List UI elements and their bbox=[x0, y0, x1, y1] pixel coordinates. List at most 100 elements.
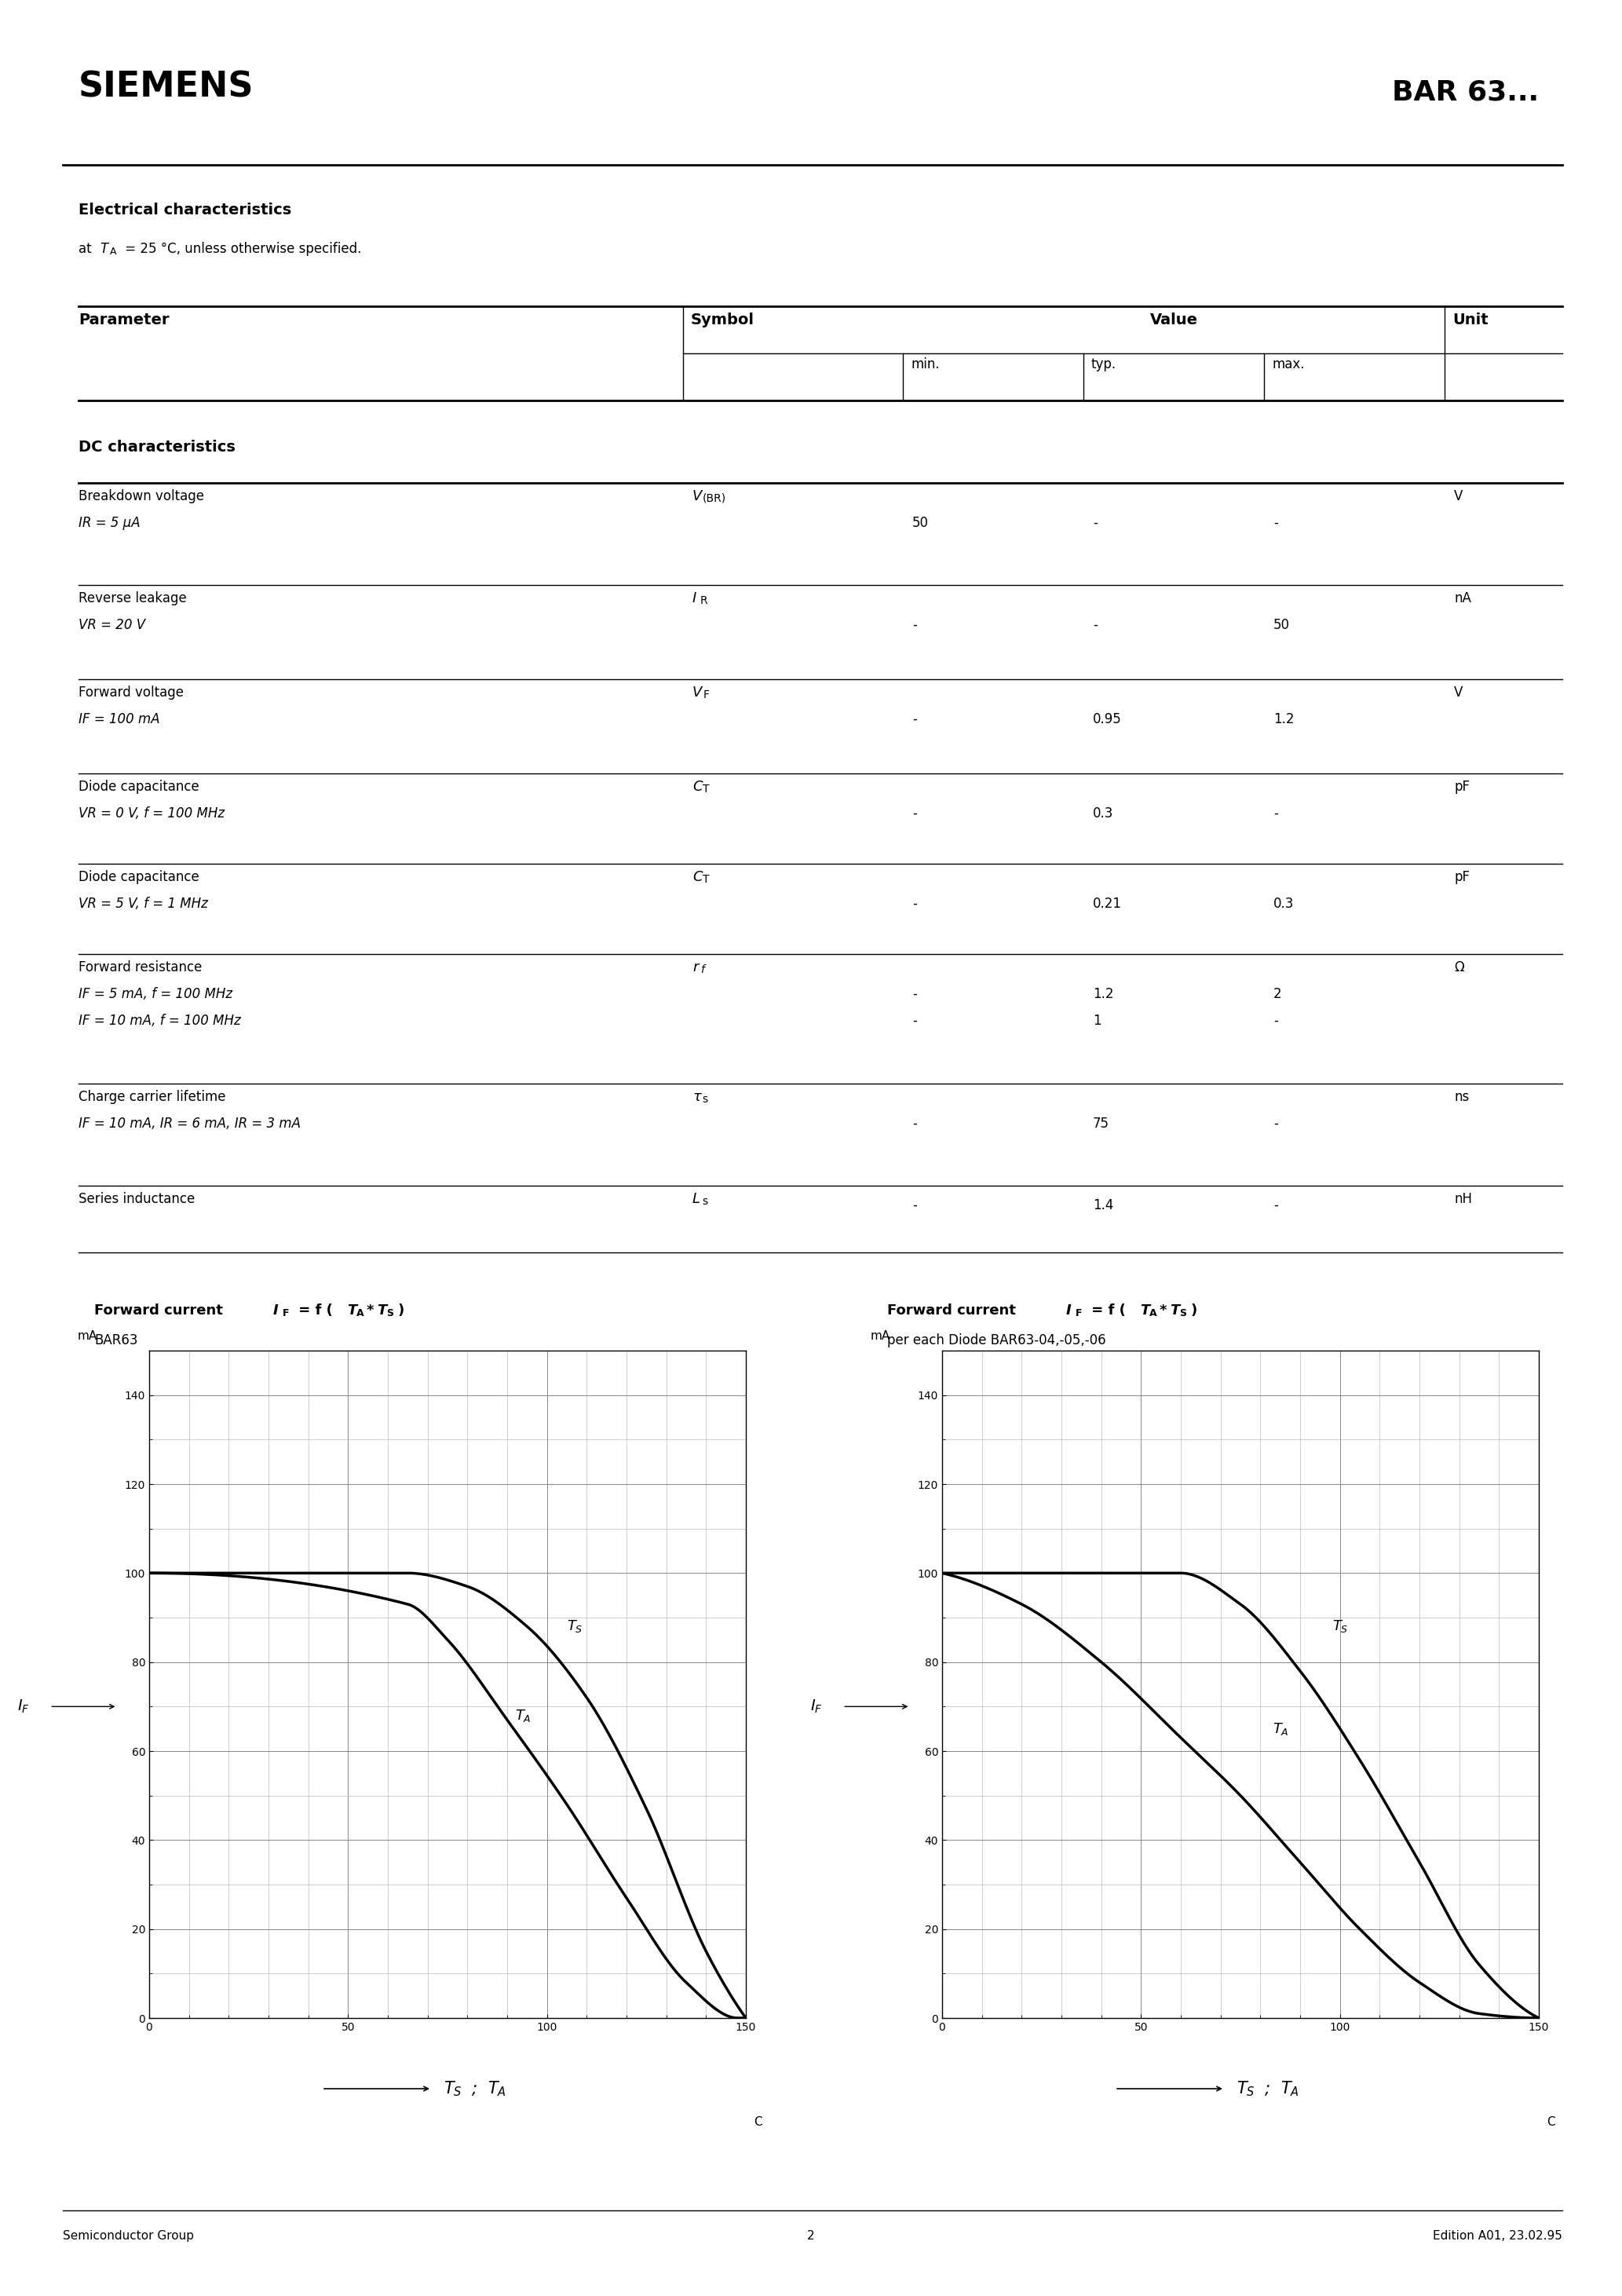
Text: T: T bbox=[347, 1304, 357, 1318]
Text: = 25 °C, unless otherwise specified.: = 25 °C, unless otherwise specified. bbox=[122, 241, 362, 255]
Text: T: T bbox=[702, 783, 709, 794]
Text: 2: 2 bbox=[808, 2229, 814, 2241]
Text: F: F bbox=[704, 689, 710, 700]
Text: 50: 50 bbox=[912, 517, 929, 530]
Text: -: - bbox=[1273, 806, 1278, 820]
Text: Forward resistance: Forward resistance bbox=[78, 960, 203, 974]
Text: = f (: = f ( bbox=[1087, 1304, 1126, 1318]
Text: nA: nA bbox=[1453, 592, 1471, 606]
Text: $T_S$  ;  $T_A$: $T_S$ ; $T_A$ bbox=[1236, 2080, 1299, 2099]
Text: A: A bbox=[1150, 1309, 1156, 1318]
Text: per each Diode BAR63-04,-05,-06: per each Diode BAR63-04,-05,-06 bbox=[887, 1334, 1106, 1348]
Text: $T_A$: $T_A$ bbox=[1272, 1722, 1288, 1736]
Text: T: T bbox=[99, 241, 107, 255]
Text: S: S bbox=[386, 1309, 393, 1318]
Text: -: - bbox=[912, 1015, 916, 1029]
Text: C: C bbox=[1547, 2117, 1555, 2128]
Text: C: C bbox=[693, 870, 702, 884]
Text: ns: ns bbox=[1453, 1091, 1470, 1104]
Text: Unit: Unit bbox=[1452, 312, 1489, 328]
Text: pF: pF bbox=[1453, 870, 1470, 884]
Text: *: * bbox=[367, 1304, 375, 1318]
Text: Forward current: Forward current bbox=[887, 1304, 1020, 1318]
Text: f: f bbox=[701, 964, 704, 976]
Text: mA: mA bbox=[871, 1329, 890, 1341]
Text: Electrical characteristics: Electrical characteristics bbox=[78, 202, 292, 218]
Text: -: - bbox=[912, 712, 916, 726]
Text: IF = 10 mA, f = 100 MHz: IF = 10 mA, f = 100 MHz bbox=[78, 1015, 240, 1029]
Text: 1.2: 1.2 bbox=[1093, 987, 1114, 1001]
Text: 50: 50 bbox=[1273, 618, 1289, 631]
Text: Breakdown voltage: Breakdown voltage bbox=[78, 489, 204, 503]
Text: A: A bbox=[357, 1309, 363, 1318]
Text: T: T bbox=[1140, 1304, 1150, 1318]
Text: V: V bbox=[693, 489, 702, 503]
Text: IF = 100 mA: IF = 100 mA bbox=[78, 712, 161, 726]
Text: τ: τ bbox=[693, 1091, 701, 1104]
Text: Value: Value bbox=[1150, 312, 1197, 328]
Text: F: F bbox=[282, 1309, 289, 1318]
Text: s: s bbox=[702, 1093, 707, 1104]
Text: Parameter: Parameter bbox=[78, 312, 169, 328]
Text: I: I bbox=[272, 1304, 279, 1318]
Text: 75: 75 bbox=[1093, 1116, 1109, 1130]
Text: $T_S$: $T_S$ bbox=[1332, 1619, 1348, 1635]
Text: at: at bbox=[78, 241, 96, 255]
Text: -: - bbox=[912, 898, 916, 912]
Text: $T_S$  ;  $T_A$: $T_S$ ; $T_A$ bbox=[443, 2080, 506, 2099]
Text: pF: pF bbox=[1453, 781, 1470, 794]
Text: r: r bbox=[693, 960, 697, 974]
Text: -: - bbox=[1273, 1015, 1278, 1029]
Text: A: A bbox=[110, 246, 117, 257]
Text: BAR 63...: BAR 63... bbox=[1392, 78, 1539, 106]
Text: 0.95: 0.95 bbox=[1093, 712, 1122, 726]
Text: SIEMENS: SIEMENS bbox=[78, 71, 255, 103]
Text: (BR): (BR) bbox=[702, 494, 727, 505]
Text: $T_A$: $T_A$ bbox=[516, 1708, 532, 1724]
Text: 2: 2 bbox=[1273, 987, 1281, 1001]
Text: F: F bbox=[1075, 1309, 1082, 1318]
Text: Edition A01, 23.02.95: Edition A01, 23.02.95 bbox=[1432, 2229, 1562, 2241]
Text: Symbol: Symbol bbox=[691, 312, 754, 328]
Text: 0.3: 0.3 bbox=[1093, 806, 1114, 820]
Text: -: - bbox=[912, 1199, 916, 1212]
Text: I: I bbox=[693, 592, 696, 606]
Text: Forward current: Forward current bbox=[94, 1304, 227, 1318]
Text: -: - bbox=[1093, 618, 1098, 631]
Text: IF = 10 mA, IR = 6 mA, IR = 3 mA: IF = 10 mA, IR = 6 mA, IR = 3 mA bbox=[78, 1116, 300, 1130]
Text: $T_S$: $T_S$ bbox=[566, 1619, 582, 1635]
Text: s: s bbox=[702, 1196, 707, 1208]
Text: I: I bbox=[1066, 1304, 1072, 1318]
Text: C: C bbox=[693, 781, 702, 794]
Text: Series inductance: Series inductance bbox=[78, 1192, 195, 1205]
Text: 1: 1 bbox=[1093, 1015, 1101, 1029]
Text: -: - bbox=[912, 987, 916, 1001]
Text: Semiconductor Group: Semiconductor Group bbox=[63, 2229, 195, 2241]
Text: -: - bbox=[1273, 1199, 1278, 1212]
Text: BAR63: BAR63 bbox=[94, 1334, 138, 1348]
Text: 0.21: 0.21 bbox=[1093, 898, 1122, 912]
Text: min.: min. bbox=[910, 358, 939, 372]
Text: ): ) bbox=[1191, 1304, 1197, 1318]
Text: Forward voltage: Forward voltage bbox=[78, 687, 183, 700]
Text: -: - bbox=[912, 1116, 916, 1130]
Text: ): ) bbox=[397, 1304, 404, 1318]
Text: S: S bbox=[1179, 1309, 1186, 1318]
Text: T: T bbox=[376, 1304, 386, 1318]
Text: -: - bbox=[1273, 517, 1278, 530]
Text: IR = 5 μA: IR = 5 μA bbox=[78, 517, 139, 530]
Text: -: - bbox=[912, 806, 916, 820]
Text: -: - bbox=[1273, 1116, 1278, 1130]
Text: 0.3: 0.3 bbox=[1273, 898, 1294, 912]
Text: Ω: Ω bbox=[1453, 960, 1465, 974]
Text: $I_F$: $I_F$ bbox=[811, 1699, 822, 1715]
Text: DC characteristics: DC characteristics bbox=[78, 441, 235, 455]
Text: mA: mA bbox=[78, 1329, 97, 1341]
Text: IF = 5 mA, f = 100 MHz: IF = 5 mA, f = 100 MHz bbox=[78, 987, 232, 1001]
Text: Diode capacitance: Diode capacitance bbox=[78, 870, 200, 884]
Text: Charge carrier lifetime: Charge carrier lifetime bbox=[78, 1091, 225, 1104]
Text: *: * bbox=[1160, 1304, 1168, 1318]
Text: VR = 0 V, f = 100 MHz: VR = 0 V, f = 100 MHz bbox=[78, 806, 224, 820]
Text: V: V bbox=[1453, 489, 1463, 503]
Text: R: R bbox=[701, 595, 707, 606]
